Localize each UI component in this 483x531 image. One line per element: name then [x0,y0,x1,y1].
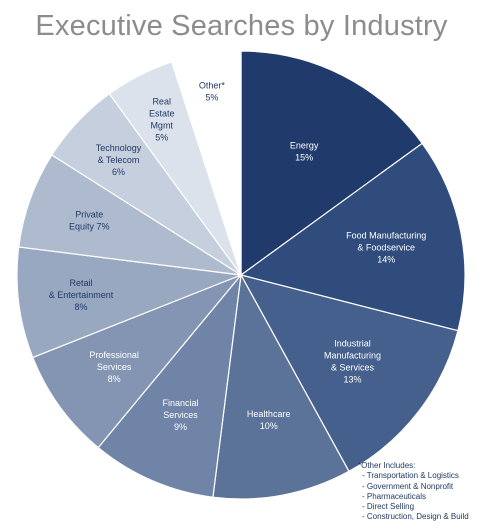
slice-label: Other* 5% [199,80,226,102]
pie-slice [239,142,466,332]
pie-slice [31,274,242,449]
pie-slice [212,273,350,500]
pie-slice [97,273,242,498]
slice-label: Financial Services 9% [162,398,198,432]
slice-label: Retail & Entertainment 8% [49,278,114,312]
slice-label: Food Manufacturing & Foodservice 14% [346,230,426,264]
footnote-heading: *Other Includes: [358,461,416,470]
pie-slice [171,50,242,276]
slice-label: Professional Services 8% [89,350,139,384]
footnote-item: - Construction, Design & Build [362,512,469,522]
slice-label: Healthcare 10% [247,409,291,431]
slice-label: Private Equity 7% [69,209,110,231]
slice-label: Energy 15% [290,140,319,162]
footnote-item: - Direct Selling [362,502,415,512]
slice-label: Real Estate Mgmt 5% [149,96,175,142]
footnote-item: - Government & Nonprofit [362,481,454,491]
footnote-item: - Transportation & Logistics [362,471,459,481]
chart-title: Executive Searches by Industry [35,10,448,42]
footnote-item: - Pharmaceuticals [362,491,427,501]
slice-label: Technology & Telecom 6% [96,143,142,177]
pie-slice [16,246,242,359]
pie-slice [240,50,424,277]
pie-slice [239,274,459,473]
footnote: *Other Includes: - Transportation & Logi… [358,461,469,523]
slice-label: Industrial Manufacturing & Services 13% [324,339,381,385]
